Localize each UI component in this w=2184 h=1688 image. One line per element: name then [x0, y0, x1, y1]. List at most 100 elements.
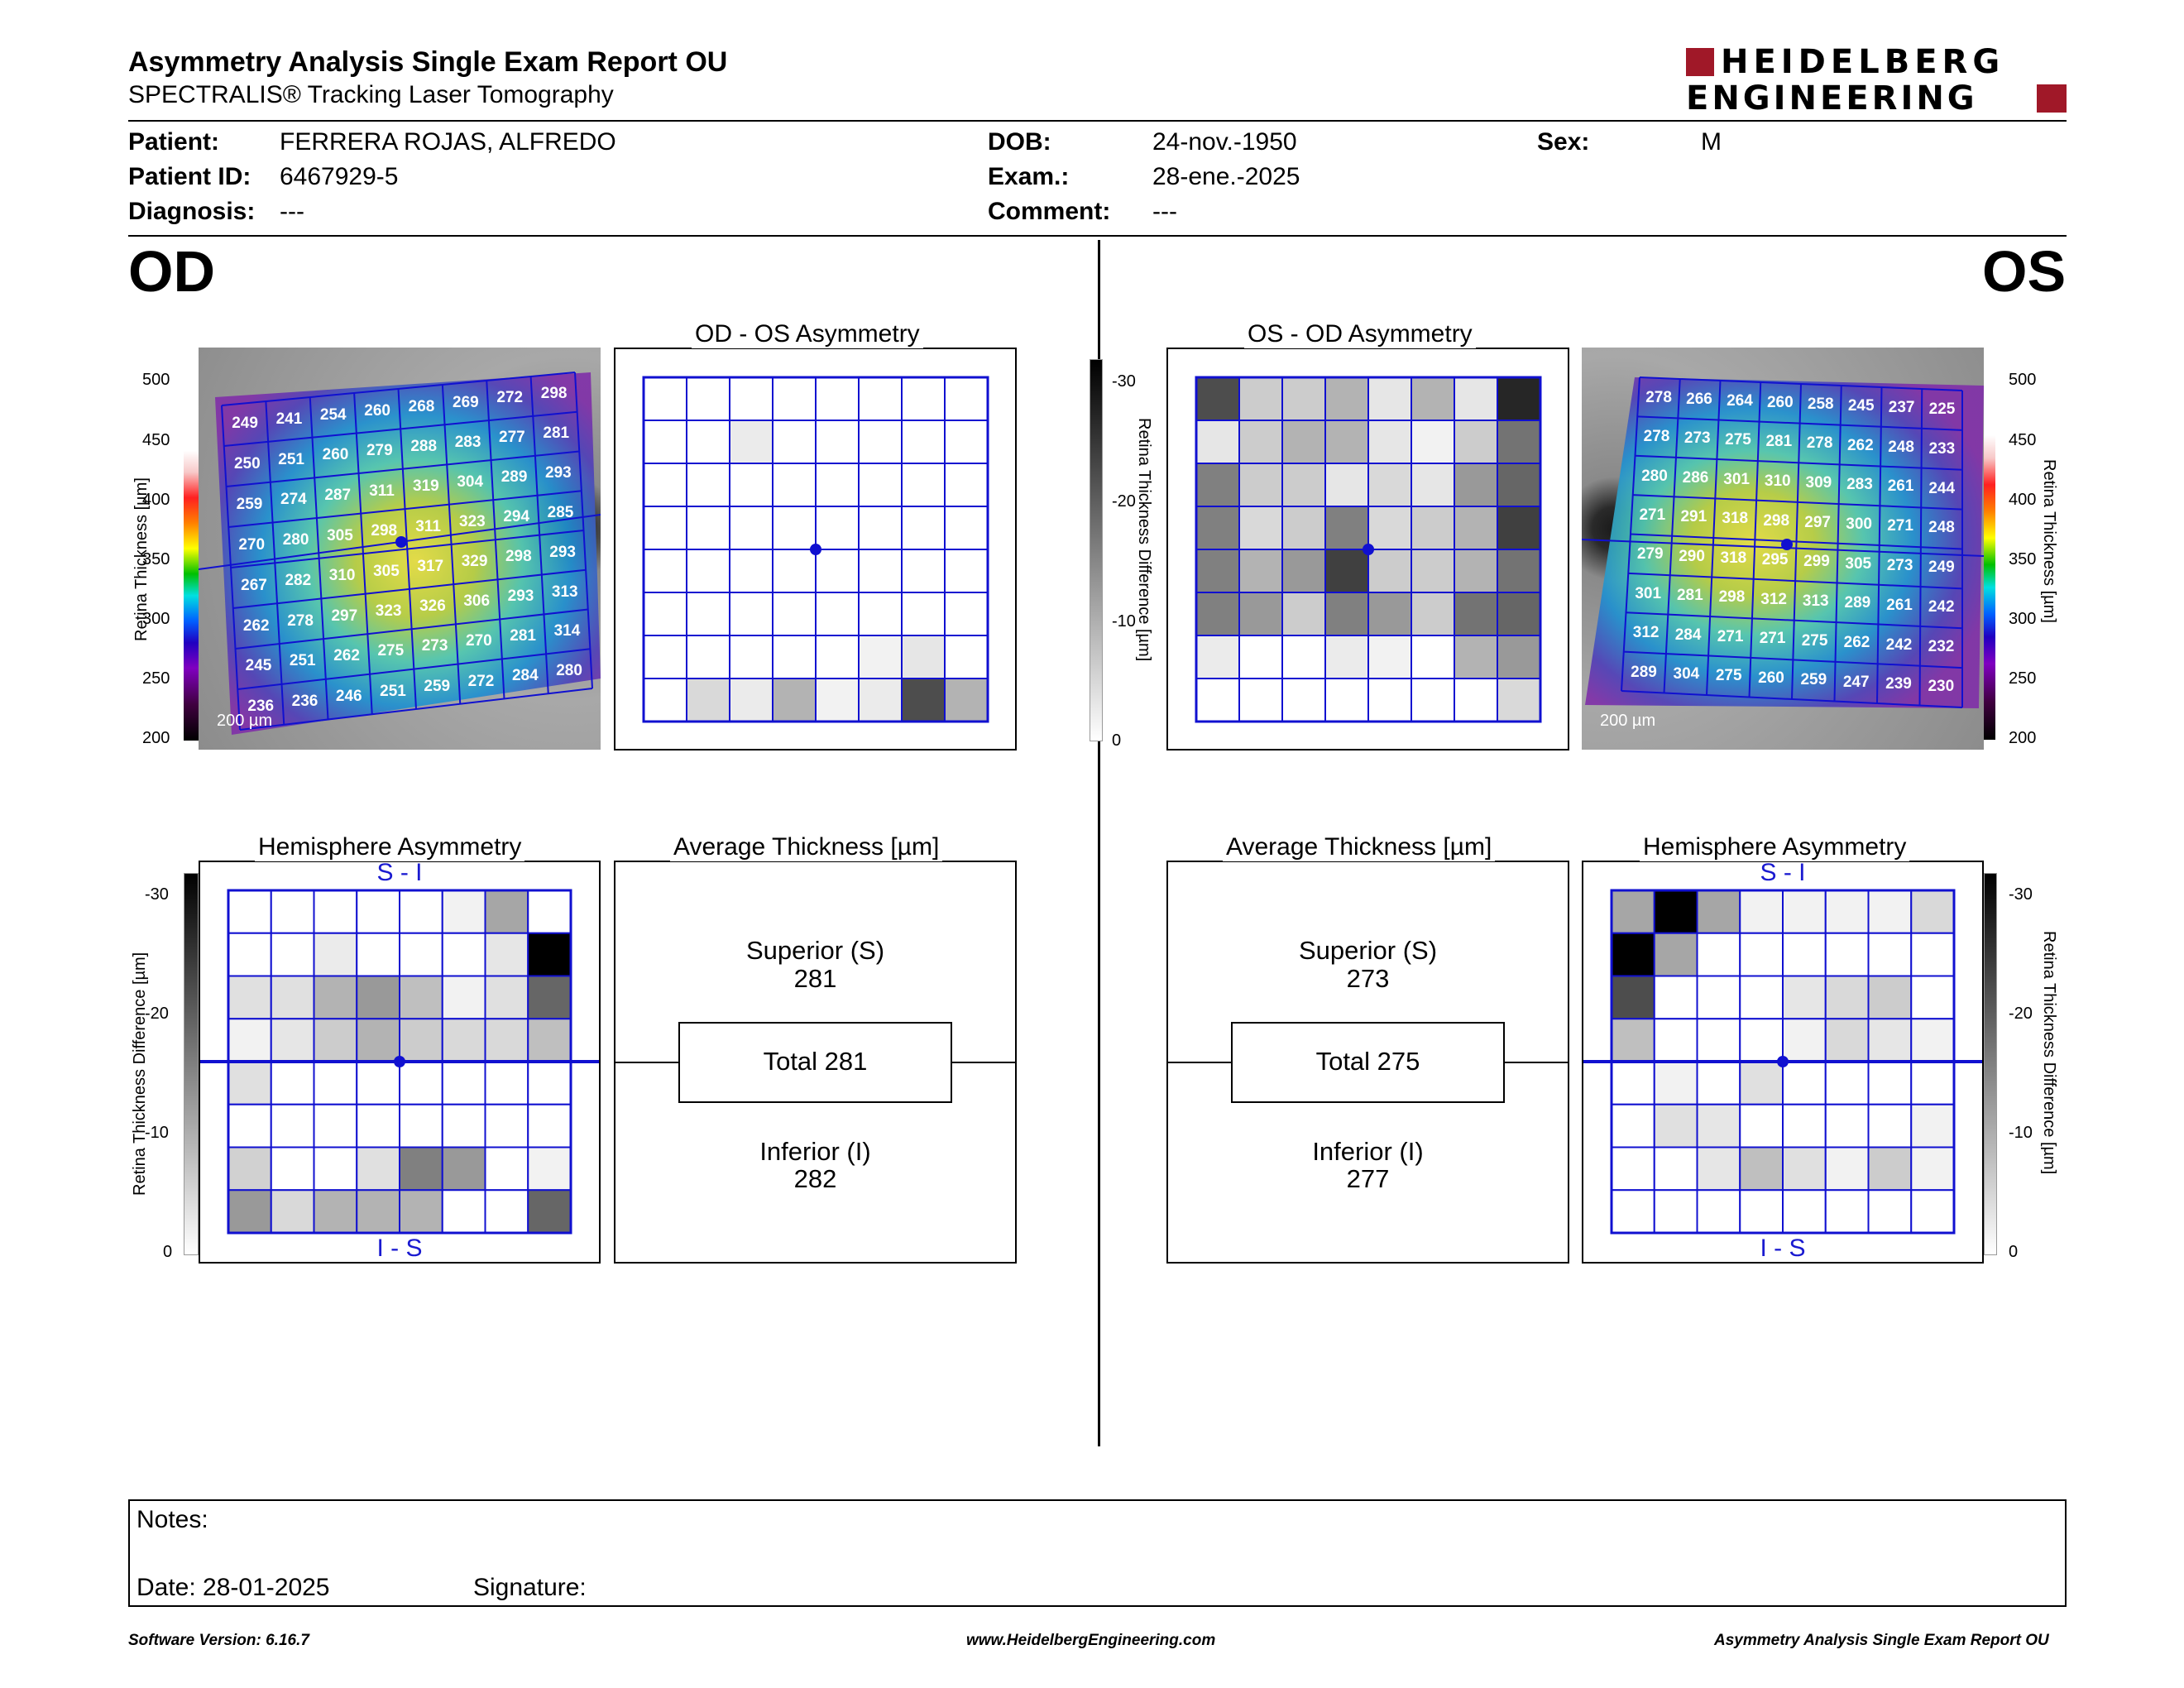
os-hemi-cell-4-2	[1696, 1061, 1741, 1105]
os-asym-cell-4-3	[1324, 549, 1369, 593]
os-asym-cell-1-4	[1367, 420, 1412, 464]
od-asym-cell-5-3	[772, 592, 817, 636]
os-hemi-cell-6-7	[1910, 1146, 1955, 1192]
od-thick-value-2-4: 319	[413, 477, 439, 496]
od-eye-label: OD	[128, 239, 215, 304]
od-hemi-tick-30: -30	[145, 885, 169, 904]
os-hemi-cell-7-1	[1653, 1189, 1698, 1234]
os-thick-value-4-6: 273	[1886, 557, 1913, 575]
report-subtitle: SPECTRALIS® Tracking Laser Tomography	[128, 81, 614, 108]
os-asym-cell-4-0	[1195, 549, 1240, 593]
os-thick-value-4-3: 295	[1761, 551, 1789, 569]
os-thick-value-5-3: 312	[1760, 590, 1787, 608]
os-asym-cell-3-3	[1324, 506, 1369, 550]
od-thick-tick-200: 200	[142, 729, 170, 747]
os-thick-hline-8	[1621, 690, 1963, 708]
os-hemi-cell-1-5	[1824, 932, 1870, 977]
od-thick-value-1-3: 279	[366, 442, 393, 460]
os-thick-value-7-4: 259	[1800, 671, 1827, 689]
os-thick-value-6-6: 242	[1885, 635, 1913, 654]
od-thick-value-2-2: 287	[324, 487, 352, 505]
os-superior-label: Superior (S)	[1298, 936, 1438, 965]
os-thick-tick-250: 250	[2009, 669, 2037, 688]
od-hemi-cell-1-5	[441, 932, 486, 977]
os-hemi-cell-6-0	[1611, 1146, 1655, 1192]
os-hemi-cell-2-4	[1782, 975, 1827, 1020]
notes-box[interactable]: Notes: Date: 28-01-2025 Signature:	[128, 1499, 2067, 1607]
od-superior-value: 281	[793, 964, 837, 993]
center-diff-tick-0: 0	[1112, 731, 1122, 750]
od-thick-value-5-3: 323	[375, 602, 402, 620]
os-average-title: Average Thickness [µm]	[1223, 833, 1496, 861]
os-hemi-cell-7-4	[1782, 1189, 1827, 1234]
od-asym-cell-2-6	[901, 463, 946, 507]
od-thick-value-5-7: 313	[551, 583, 578, 601]
patient-label: Patient:	[128, 128, 220, 156]
od-thick-value-3-1: 280	[282, 531, 309, 549]
os-asym-cell-5-0	[1195, 592, 1240, 636]
os-thick-value-7-1: 304	[1673, 665, 1700, 683]
od-hemi-cell-5-6	[484, 1103, 529, 1149]
os-asym-cell-0-6	[1454, 376, 1498, 421]
od-hemi-cell-7-3	[356, 1189, 400, 1234]
od-asym-cell-6-6	[901, 635, 946, 679]
diagnosis-value: ---	[280, 198, 304, 225]
od-hemisphere-title: Hemisphere Asymmetry	[255, 833, 525, 861]
os-asym-cell-6-7	[1497, 635, 1541, 679]
os-asym-cell-3-1	[1238, 506, 1283, 550]
od-hemi-cell-1-3	[356, 932, 400, 977]
od-hemi-cell-6-0	[228, 1146, 272, 1192]
od-thick-value-4-4: 317	[417, 557, 444, 575]
od-asym-cell-6-7	[944, 635, 989, 679]
os-asym-cell-2-4	[1367, 463, 1412, 507]
os-hemi-cell-0-5	[1824, 890, 1870, 934]
od-hemi-tick-0: 0	[163, 1243, 173, 1261]
center-diff-tick-30: -30	[1112, 372, 1136, 391]
od-asym-cell-5-1	[686, 592, 730, 636]
od-thick-tick-400: 400	[142, 491, 170, 509]
od-thick-value-3-4: 311	[415, 517, 441, 535]
od-asym-cell-0-3	[772, 376, 817, 421]
os-hemi-cell-3-4	[1782, 1018, 1827, 1062]
os-hemi-cell-0-1	[1653, 890, 1698, 934]
os-thick-value-3-6: 271	[1887, 517, 1913, 535]
od-thick-hline-5	[232, 568, 587, 609]
logo-red-square-bottom	[2037, 84, 2067, 113]
report-title: Asymmetry Analysis Single Exam Report OU	[128, 46, 728, 78]
od-thick-value-1-4: 288	[410, 437, 438, 455]
od-thick-tick-500: 500	[142, 371, 170, 389]
os-thick-value-0-0: 278	[1645, 388, 1672, 406]
od-hemi-cell-5-7	[527, 1103, 572, 1149]
od-inferior-value: 282	[793, 1164, 837, 1193]
od-thick-value-4-3: 305	[373, 562, 400, 580]
od-thick-tick-300: 300	[142, 610, 170, 628]
od-thick-value-4-0: 267	[241, 576, 267, 594]
website-link[interactable]: www.HeidelbergEngineering.com	[966, 1632, 1216, 1649]
os-asym-cell-5-4	[1367, 592, 1412, 636]
od-hemi-cell-5-2	[313, 1103, 358, 1149]
od-hemi-cell-5-1	[270, 1103, 315, 1149]
os-asym-cell-7-4	[1367, 678, 1412, 722]
os-asym-cell-0-1	[1238, 376, 1283, 421]
od-asym-cell-1-2	[729, 420, 774, 464]
od-asym-cell-5-0	[643, 592, 687, 636]
os-hemi-cell-4-7	[1910, 1061, 1955, 1105]
od-hemi-tick-10: -10	[145, 1124, 169, 1142]
od-hemi-top-label: S - I	[376, 859, 423, 886]
os-thick-hline-4	[1630, 533, 1963, 550]
os-hemi-cell-3-3	[1739, 1018, 1784, 1062]
os-thick-value-0-5: 245	[1847, 396, 1875, 415]
od-hemi-tick-20: -20	[145, 1005, 169, 1023]
od-thick-hline-6	[235, 608, 588, 650]
os-asym-cell-7-0	[1195, 678, 1240, 722]
os-thick-value-4-2: 318	[1720, 549, 1747, 567]
os-asym-cell-5-1	[1238, 592, 1283, 636]
os-thick-tick-450: 450	[2009, 431, 2037, 449]
od-hemi-cell-0-1	[270, 890, 315, 934]
od-thick-value-5-4: 326	[419, 597, 446, 616]
od-asym-cell-3-3	[772, 506, 817, 550]
od-hemi-cell-0-5	[441, 890, 486, 934]
od-thick-value-5-5: 306	[463, 592, 491, 611]
os-thick-value-0-2: 264	[1727, 391, 1753, 410]
os-thick-value-7-5: 247	[1842, 673, 1870, 691]
